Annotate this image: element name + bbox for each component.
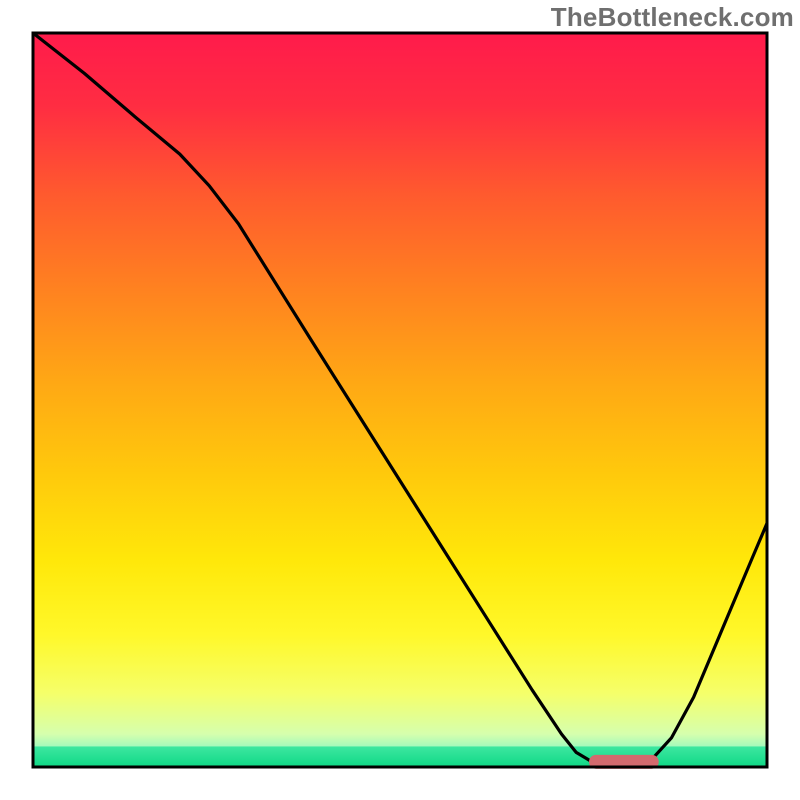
- watermark-text: TheBottleneck.com: [551, 2, 794, 33]
- plot-gradient-fill: [33, 33, 767, 767]
- chart-stage: TheBottleneck.com: [0, 0, 800, 800]
- bottleneck-chart: [0, 0, 800, 800]
